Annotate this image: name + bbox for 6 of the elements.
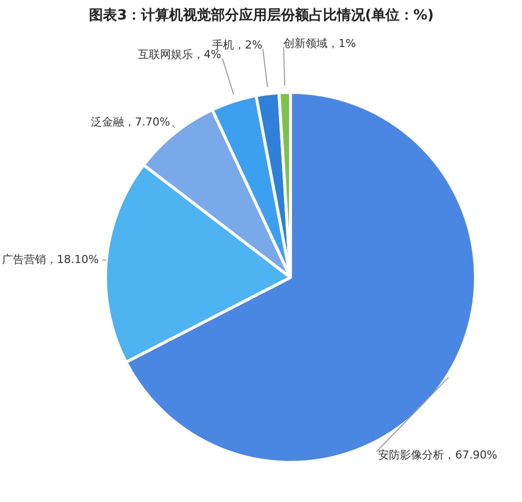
chart-title: 图表3：计算机视觉部分应用层份额占比情况(单位：%) bbox=[89, 6, 434, 24]
slice-label: 互联网娱乐，4% bbox=[138, 48, 222, 62]
slice-label: 创新领域，1% bbox=[283, 36, 356, 50]
slice-label: 广告营销，18.10% bbox=[2, 253, 99, 266]
slice-label: 安防影像分析，67.90% bbox=[378, 448, 498, 462]
slice-label: 泛金融，7.70% bbox=[91, 115, 170, 128]
